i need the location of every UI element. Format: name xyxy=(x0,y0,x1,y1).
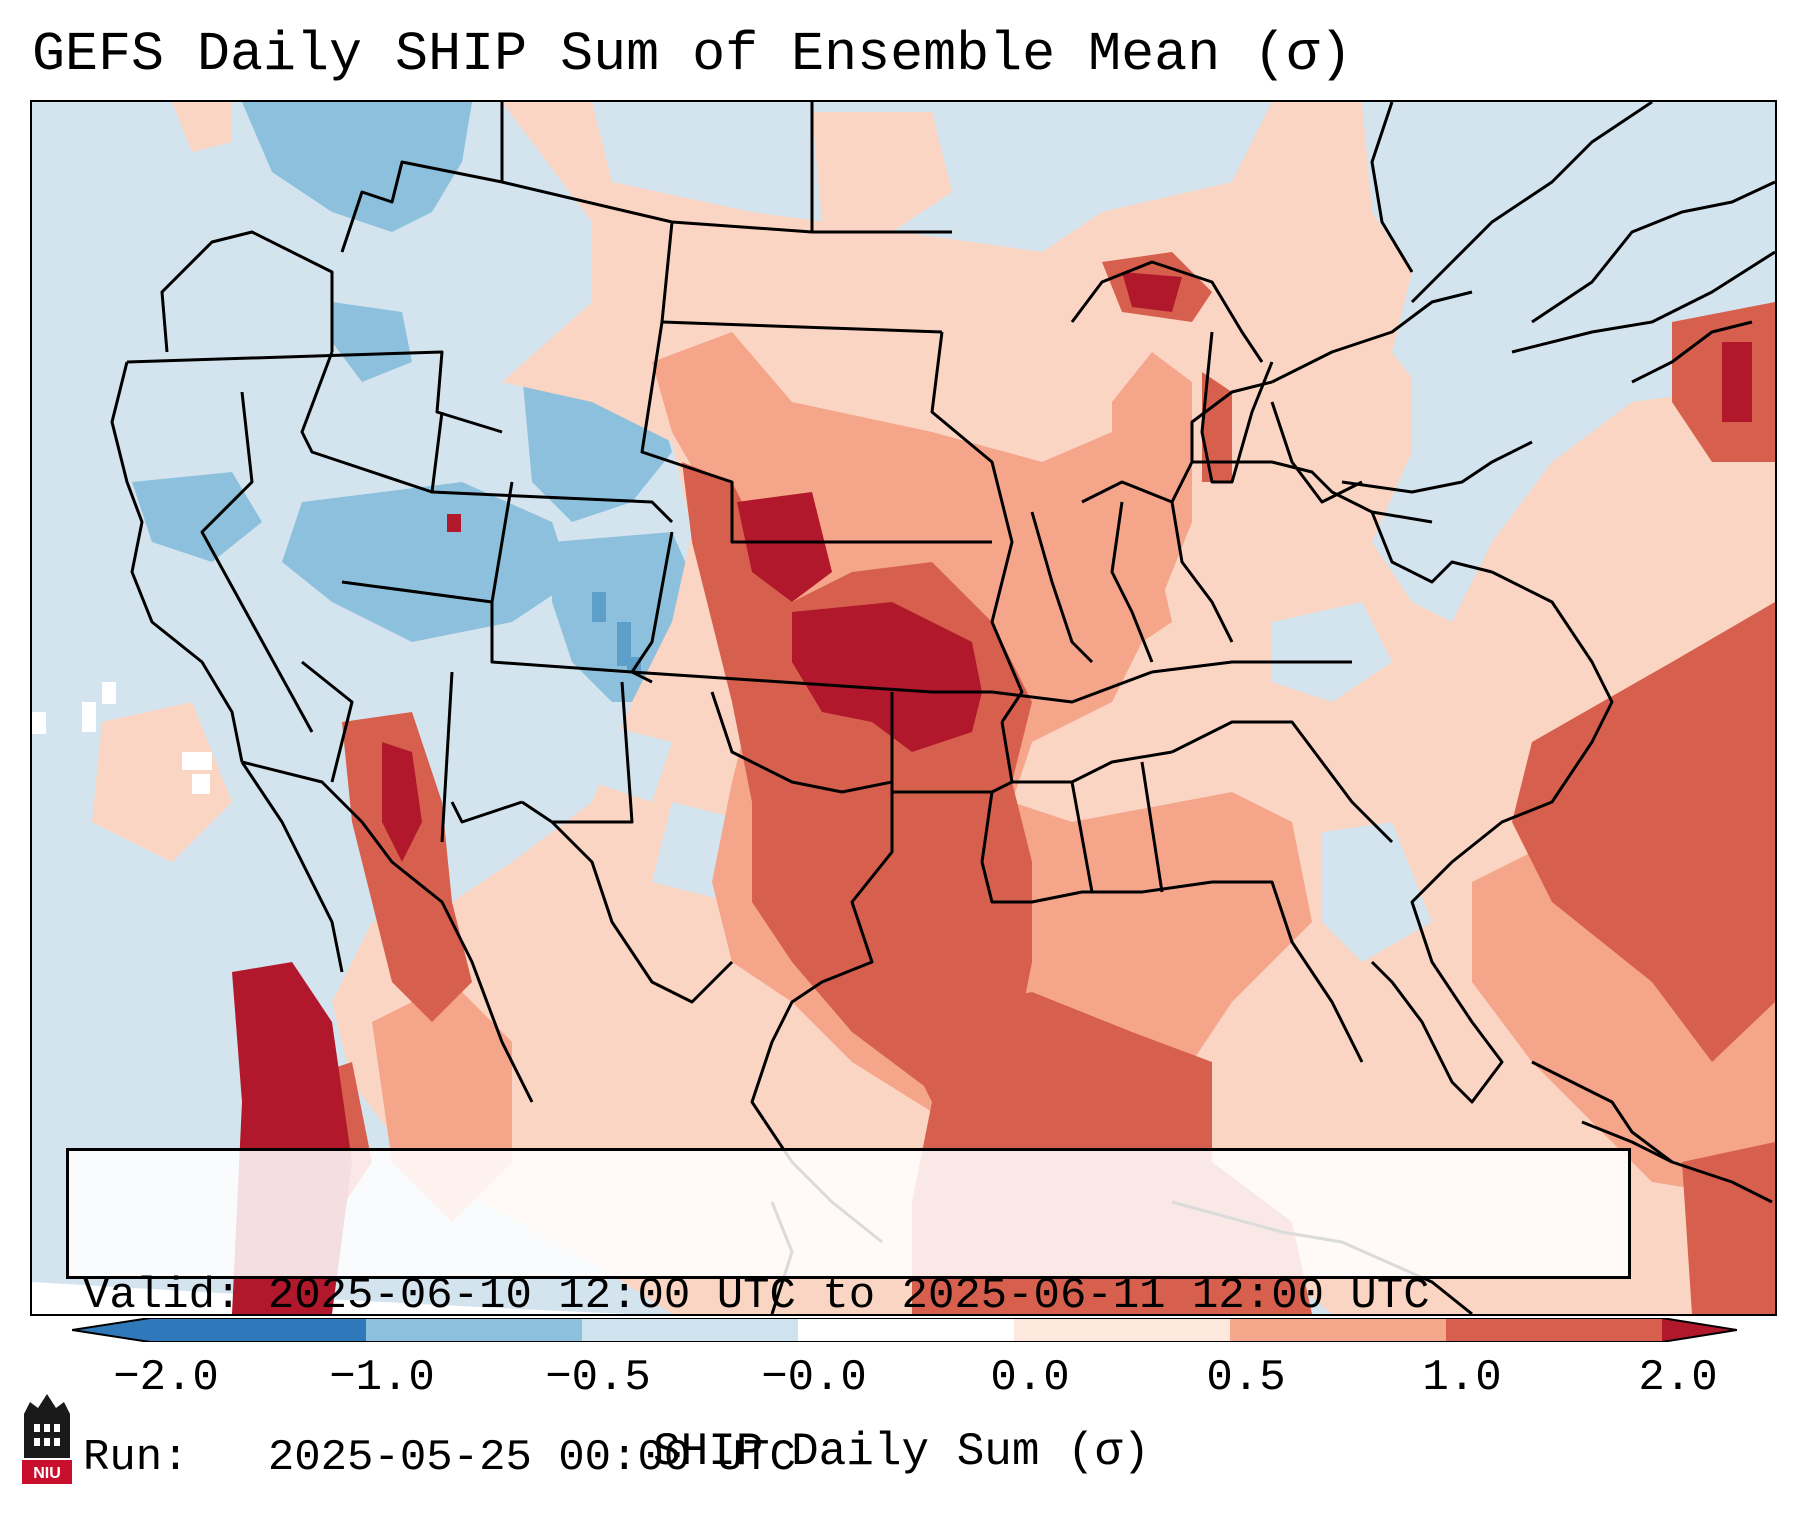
border-or-id xyxy=(126,350,503,434)
valid-time-text: Valid: 2025-06-10 12:00 UTC to 2025-06-1… xyxy=(83,1271,1430,1321)
colorbar-tick-label: −0.5 xyxy=(545,1353,651,1403)
colorbar xyxy=(72,1318,1737,1342)
colorbar-label: SHIP Daily Sum (σ) xyxy=(653,1426,1150,1478)
colorbar-segment xyxy=(1230,1318,1446,1342)
domain-edge-sw xyxy=(32,1282,632,1314)
colorbar-segment xyxy=(150,1318,366,1342)
map-title: GEFS Daily SHIP Sum of Ensemble Mean (σ) xyxy=(32,23,1353,86)
colorbar-tick-label: 0.0 xyxy=(990,1353,1070,1403)
colorbar-segment xyxy=(1014,1318,1230,1342)
colorbar-ticks: −2.0 −1.0 −0.5 −0.0 0.0 0.5 1.0 2.0 xyxy=(0,1352,1803,1412)
colorbar-extend-high xyxy=(1662,1318,1737,1342)
colorbar-extend-low xyxy=(72,1318,150,1342)
logo-text: NIU xyxy=(33,1465,61,1482)
colorbar-tick-label: −0.0 xyxy=(761,1353,867,1403)
white-speckles xyxy=(32,682,212,794)
run-time-text: Run: 2025-05-25 00:00 UTC xyxy=(83,1433,796,1483)
colorbar-tick-label: 2.0 xyxy=(1638,1353,1718,1403)
anomaly-map xyxy=(32,102,1775,1314)
colorbar-tick-label: −1.0 xyxy=(329,1353,435,1403)
colorbar-segment xyxy=(582,1318,798,1342)
colorbar-tick-label: 1.0 xyxy=(1422,1353,1502,1403)
map-panel[interactable] xyxy=(30,100,1777,1316)
validity-info-box: Valid: 2025-06-10 12:00 UTC to 2025-06-1… xyxy=(66,1148,1631,1483)
colorbar-segment xyxy=(366,1318,582,1342)
colorbar-tick-label: 0.5 xyxy=(1206,1353,1286,1403)
colorbar-segment xyxy=(1446,1318,1662,1342)
colorbar-tick-label: −2.0 xyxy=(113,1353,219,1403)
niu-logo: NIU xyxy=(22,1394,72,1484)
colorbar-segment xyxy=(798,1318,1014,1342)
